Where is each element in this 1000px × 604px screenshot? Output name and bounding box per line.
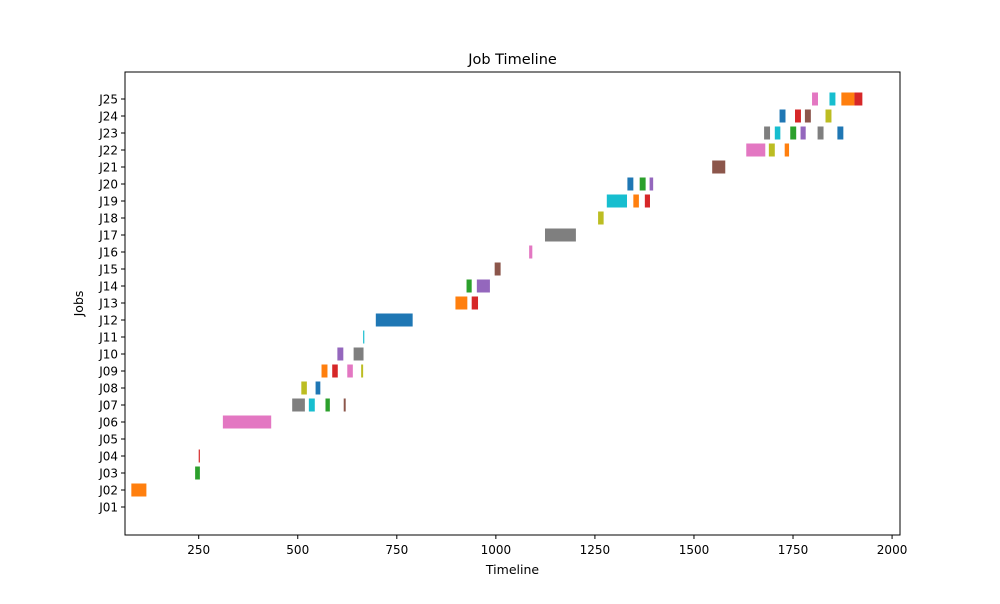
task-bar	[633, 194, 639, 208]
task-bar	[466, 279, 472, 293]
y-tick-label: J25	[98, 93, 118, 107]
task-bar	[332, 364, 338, 378]
y-tick-label: J05	[98, 433, 118, 447]
task-bar	[746, 143, 766, 157]
y-tick-label: J16	[98, 246, 118, 260]
task-bar	[639, 177, 646, 191]
task-bar	[131, 483, 147, 497]
x-tick-label: 1750	[778, 543, 809, 557]
task-bar	[812, 92, 818, 106]
task-bar	[301, 381, 307, 395]
x-tick-label: 1500	[679, 543, 710, 557]
y-tick-label: J15	[98, 263, 118, 277]
task-bar	[829, 92, 836, 106]
y-tick-label: J07	[98, 399, 118, 413]
bars-layer	[131, 92, 863, 497]
task-bar	[774, 126, 781, 140]
task-bar	[315, 381, 321, 395]
task-bar	[779, 109, 786, 123]
task-bar	[764, 126, 771, 140]
task-bar	[606, 194, 628, 208]
task-bar	[337, 347, 344, 361]
y-tick-label: J19	[98, 195, 118, 209]
task-bar	[198, 449, 200, 463]
task-bar	[627, 177, 634, 191]
y-tick-label: J04	[98, 450, 118, 464]
task-bar	[353, 347, 364, 361]
task-bar	[325, 398, 330, 412]
task-bar	[784, 143, 790, 157]
y-tick-label: J02	[98, 484, 118, 498]
task-bar	[825, 109, 832, 123]
x-axis: 250 500 750 1000 1250 1500 1750 2000	[187, 535, 907, 557]
y-tick-label: J09	[98, 365, 118, 379]
task-bar	[375, 313, 413, 327]
task-bar	[347, 364, 353, 378]
task-bar	[768, 143, 775, 157]
task-bar	[854, 92, 863, 106]
y-tick-label: J17	[98, 229, 118, 243]
y-tick-label: J03	[98, 467, 118, 481]
task-bar	[471, 296, 479, 310]
y-tick-label: J13	[98, 297, 118, 311]
task-bar	[795, 109, 801, 123]
task-bar	[343, 398, 346, 412]
chart-title: Job Timeline	[467, 52, 557, 68]
task-bar	[361, 364, 364, 378]
task-bar	[800, 126, 806, 140]
y-tick-label: J08	[98, 382, 118, 396]
task-bar	[712, 160, 726, 174]
task-bar	[363, 330, 365, 344]
task-bar	[292, 398, 305, 412]
y-tick-label: J06	[98, 416, 118, 430]
task-bar	[476, 279, 490, 293]
y-tick-label: J23	[98, 127, 118, 141]
y-tick-label: J14	[98, 280, 118, 294]
x-tick-label: 500	[286, 543, 309, 557]
task-bar	[841, 92, 855, 106]
x-tick-label: 250	[187, 543, 210, 557]
task-bar	[195, 466, 200, 480]
task-bar	[222, 415, 272, 429]
task-bar	[308, 398, 315, 412]
task-bar	[649, 177, 654, 191]
y-tick-label: J10	[98, 348, 118, 362]
task-bar	[837, 126, 844, 140]
y-tick-label: J12	[98, 314, 118, 328]
y-tick-label: J22	[98, 144, 118, 158]
task-bar	[644, 194, 650, 208]
x-tick-label: 1000	[481, 543, 512, 557]
task-bar	[817, 126, 824, 140]
task-bar	[494, 262, 501, 276]
task-bar	[598, 211, 604, 225]
y-tick-label: J20	[98, 178, 118, 192]
task-bar	[529, 245, 533, 259]
task-bar	[544, 228, 576, 242]
x-axis-label: Timeline	[485, 562, 539, 577]
task-bar	[804, 109, 811, 123]
task-bar	[455, 296, 468, 310]
y-tick-label: J11	[98, 331, 118, 345]
y-tick-label: J21	[98, 161, 118, 175]
y-axis-label: Jobs	[71, 291, 86, 318]
x-tick-label: 750	[385, 543, 408, 557]
plot-frame	[124, 71, 901, 536]
x-tick-label: 2000	[877, 543, 908, 557]
task-bar	[790, 126, 797, 140]
task-bar	[321, 364, 328, 378]
y-axis: J01 J02 J03 J04 J05 J06 J07 J08 J09 J10 J11 J12 J13 J…	[98, 93, 125, 515]
y-tick-label: J01	[98, 501, 118, 515]
x-tick-label: 1250	[580, 543, 611, 557]
y-tick-label: J24	[98, 110, 118, 124]
y-tick-label: J18	[98, 212, 118, 226]
